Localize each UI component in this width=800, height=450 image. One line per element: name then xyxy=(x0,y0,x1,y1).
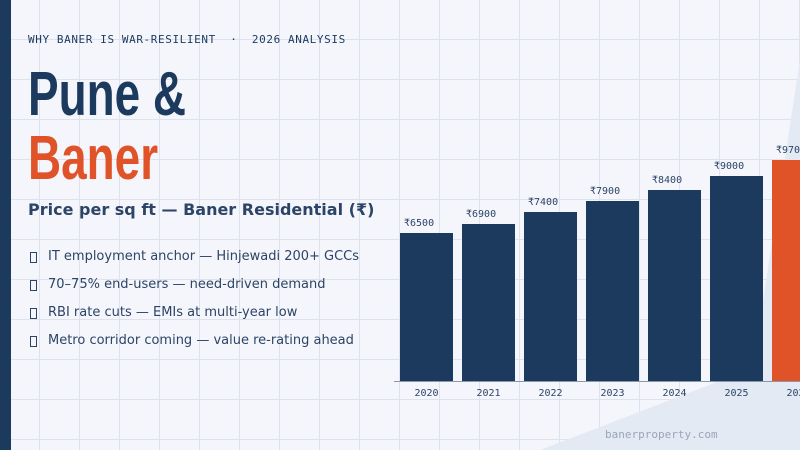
bar-value-label: ₹7400 xyxy=(528,197,559,209)
bar-2022 xyxy=(524,212,577,381)
x-axis xyxy=(394,381,800,382)
x-tick-label: 2022 xyxy=(538,388,563,399)
bullet-icon xyxy=(30,336,37,347)
list-item: RBI rate cuts — EMIs at multi-year low xyxy=(28,305,359,333)
bar-value-label: ₹8400 xyxy=(652,174,683,186)
left-accent-bar xyxy=(0,0,11,450)
kicker: WHY BANER IS WAR-RESILIENT · 2026 ANALYS… xyxy=(28,33,346,46)
bullet-text: IT employment anchor — Hinjewadi 200+ GC… xyxy=(48,249,360,264)
chart-subtitle: Price per sq ft — Baner Residential (₹) xyxy=(28,200,375,219)
x-tick-label: 2026 xyxy=(786,388,800,399)
bullet-icon xyxy=(30,308,37,319)
list-item: 70–75% end-users — need-driven demand xyxy=(28,277,359,305)
footer-url: banerproperty.com xyxy=(605,428,718,441)
bullet-text: Metro corridor coming — value re-rating … xyxy=(48,333,354,348)
bar-value-label: ₹7900 xyxy=(590,186,621,197)
bar-value-label: ₹9700 xyxy=(776,145,800,156)
bar-2026 xyxy=(772,160,800,381)
bar-value-label: ₹6500 xyxy=(404,217,435,229)
bar-2020 xyxy=(400,232,453,381)
list-item: IT employment anchor — Hinjewadi 200+ GC… xyxy=(28,249,359,277)
bullet-text: RBI rate cuts — EMIs at multi-year low xyxy=(48,305,298,320)
x-tick-label: 2023 xyxy=(600,388,625,399)
title-line-2: Baner xyxy=(28,124,159,193)
x-tick-label: 2020 xyxy=(414,388,439,399)
bar-2021 xyxy=(462,223,515,381)
x-tick-label: 2025 xyxy=(724,388,749,399)
x-tick-label: 2021 xyxy=(476,388,501,399)
bullet-list: IT employment anchor — Hinjewadi 200+ GC… xyxy=(28,249,359,361)
bar-2025 xyxy=(710,175,763,381)
title-line-1: Pune & xyxy=(28,60,187,129)
x-tick-label: 2024 xyxy=(662,388,687,399)
bar-value-label: ₹9000 xyxy=(714,160,745,172)
bullet-icon xyxy=(30,252,37,263)
list-item: Metro corridor coming — value re-rating … xyxy=(28,333,359,361)
bar-2024 xyxy=(648,189,701,381)
bullet-icon xyxy=(30,280,37,291)
bar-2023 xyxy=(586,201,639,381)
bar-value-label: ₹6900 xyxy=(466,208,497,220)
bullet-text: 70–75% end-users — need-driven demand xyxy=(48,277,326,292)
